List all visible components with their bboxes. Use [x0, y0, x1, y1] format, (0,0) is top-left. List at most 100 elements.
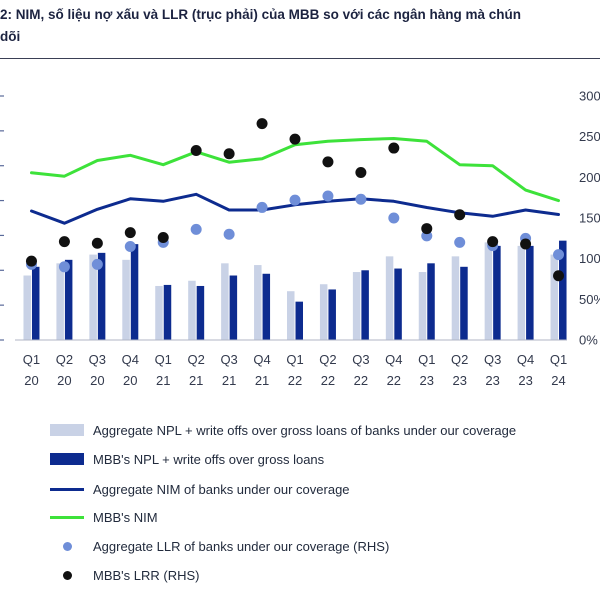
bar-agg-npl — [550, 254, 559, 340]
x-tick-label-year: 23 — [452, 373, 466, 388]
legend-item-mbb-nim: MBB's NIM — [50, 507, 158, 527]
bar-agg-npl — [56, 263, 64, 340]
bar-agg-npl — [122, 259, 130, 340]
x-tick-label-quarter: Q4 — [253, 352, 270, 367]
bar-mbb-npl — [196, 285, 205, 340]
x-tick-label-year: 21 — [222, 373, 236, 388]
x-tick-label-quarter: Q4 — [122, 352, 139, 367]
legend-item-mbb-npl: MBB's NPL + write offs over gross loans — [50, 449, 324, 469]
legend-swatch-mbb-nim — [50, 515, 84, 519]
x-tick-label-quarter: Q1 — [23, 352, 40, 367]
point-mbb-lrr — [25, 255, 37, 267]
bar-mbb-npl — [526, 245, 534, 340]
x-tick-label-quarter: Q3 — [352, 352, 369, 367]
bar-mbb-npl — [64, 259, 73, 340]
x-tick-label-year: 20 — [57, 373, 71, 388]
bar-agg-npl — [319, 284, 328, 340]
point-mbb-lrr — [256, 118, 268, 130]
bar-mbb-npl — [559, 240, 567, 340]
point-agg-llr — [355, 193, 367, 205]
x-tick-label-year: 24 — [551, 373, 565, 388]
legend-item-agg-npl: Aggregate NPL + write offs over gross lo… — [50, 420, 516, 440]
point-mbb-lrr — [124, 227, 136, 239]
legend-label-agg-llr: Aggregate LLR of banks under our coverag… — [93, 538, 390, 554]
bar-mbb-npl — [361, 270, 369, 340]
right-axis-tick-label: 150% — [579, 211, 600, 226]
point-mbb-lrr — [190, 144, 202, 156]
bar-agg-npl — [385, 256, 394, 340]
x-tick-label-year: 22 — [387, 373, 401, 388]
bar-mbb-npl — [328, 289, 336, 340]
x-tick-label-quarter: Q3 — [89, 352, 106, 367]
point-mbb-lrr — [520, 238, 532, 250]
bar-agg-npl — [155, 285, 163, 340]
x-tick-label-quarter: Q2 — [56, 352, 73, 367]
bar-agg-npl — [484, 242, 493, 340]
x-tick-label-year: 21 — [255, 373, 269, 388]
legend-swatch-agg-npl — [50, 424, 84, 436]
legend-item-agg-nim: Aggregate NIM of banks under our coverag… — [50, 479, 350, 499]
point-mbb-lrr — [58, 236, 70, 248]
right-axis-tick-label: 250% — [579, 129, 600, 144]
bar-mbb-npl — [460, 266, 468, 340]
right-axis-tick-label: 0% — [579, 333, 598, 348]
x-tick-label-quarter: Q1 — [286, 352, 303, 367]
chart-title-line-2: dõi — [0, 29, 21, 44]
x-tick-label-year: 21 — [189, 373, 203, 388]
legend-label-mbb-npl: MBB's NPL + write offs over gross loans — [93, 451, 325, 467]
legend-swatch-agg-llr — [63, 541, 72, 551]
x-tick-label-year: 22 — [288, 373, 302, 388]
title-divider — [0, 58, 600, 59]
bar-mbb-npl — [427, 263, 435, 340]
point-mbb-lrr — [157, 232, 169, 244]
legend-label-mbb-nim: MBB's NIM — [93, 509, 158, 525]
x-tick-label-quarter: Q3 — [220, 352, 237, 367]
point-agg-llr — [190, 223, 202, 235]
x-tick-label-year: 20 — [24, 373, 38, 388]
x-tick-label-year: 23 — [420, 373, 434, 388]
legend-label-agg-npl: Aggregate NPL + write offs over gross lo… — [93, 422, 517, 438]
bar-agg-npl — [89, 254, 97, 340]
point-agg-llr — [322, 190, 334, 202]
x-tick-label-quarter: Q3 — [484, 352, 501, 367]
bar-agg-npl — [451, 256, 460, 340]
point-agg-llr — [91, 258, 103, 270]
x-tick-label-quarter: Q2 — [188, 352, 205, 367]
point-mbb-lrr — [289, 133, 301, 145]
right-axis-tick-label: 200% — [579, 170, 600, 185]
legend-swatch-mbb-lrr — [63, 570, 72, 580]
x-tick-label-year: 22 — [321, 373, 335, 388]
x-tick-label-quarter: Q4 — [517, 352, 534, 367]
legend-swatch-agg-nim — [50, 487, 84, 491]
bar-agg-npl — [517, 245, 526, 340]
x-tick-label-year: 22 — [354, 373, 368, 388]
legend-item-mbb-lrr: MBB's LRR (RHS) — [50, 565, 200, 585]
bar-agg-npl — [188, 280, 196, 340]
x-tick-label-quarter: Q2 — [451, 352, 468, 367]
bar-mbb-npl — [394, 268, 402, 340]
right-axis-tick-label: 100% — [579, 251, 600, 266]
x-tick-label-quarter: Q1 — [155, 352, 172, 367]
bar-agg-npl — [254, 265, 262, 340]
bar-mbb-npl — [295, 301, 303, 340]
x-tick-label-quarter: Q2 — [319, 352, 336, 367]
line-mbb-nim — [30, 137, 560, 203]
bar-agg-npl — [352, 272, 361, 340]
x-tick-label-year: 21 — [156, 373, 170, 388]
x-tick-label-year: 20 — [123, 373, 137, 388]
chart-title: 2: NIM, số liệu nợ xấu và LLR (trục phải… — [0, 4, 600, 48]
point-mbb-lrr — [553, 270, 565, 282]
point-agg-llr — [289, 194, 301, 206]
point-mbb-lrr — [223, 148, 235, 160]
point-mbb-lrr — [487, 236, 499, 248]
bar-mbb-npl — [130, 244, 139, 340]
legend-swatch-mbb-npl — [50, 453, 84, 465]
point-mbb-lrr — [91, 237, 103, 249]
bar-mbb-npl — [493, 245, 501, 340]
point-mbb-lrr — [322, 156, 334, 168]
point-agg-llr — [553, 249, 565, 261]
point-mbb-lrr — [454, 209, 466, 221]
point-mbb-lrr — [355, 166, 367, 178]
point-agg-llr — [388, 212, 400, 224]
bar-agg-npl — [287, 291, 295, 340]
